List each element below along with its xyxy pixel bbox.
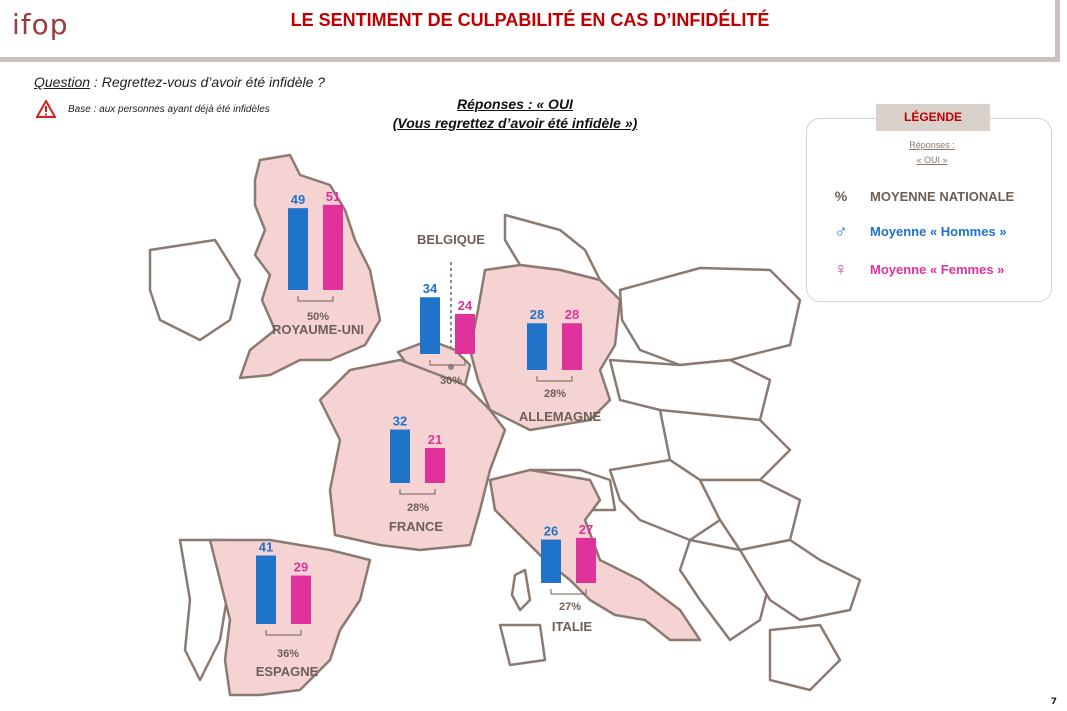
bar-women-italie — [576, 537, 596, 583]
country-label-espagne: ESPAGNE — [256, 664, 319, 679]
legend-row-men: ♂ Moyenne « Hommes » — [826, 221, 1007, 242]
value-men-royaume-uni: 49 — [291, 192, 305, 207]
value-men-italie: 26 — [544, 524, 558, 539]
value-women-royaume-uni: 51 — [326, 189, 340, 204]
page-number: 7 — [1050, 697, 1057, 707]
bar-men-italie — [541, 539, 561, 583]
average-france: 28% — [407, 502, 429, 514]
bar-women-allemagne — [562, 323, 582, 370]
country-label-allemagne: ALLEMAGNE — [519, 409, 602, 424]
legend-box — [806, 118, 1052, 302]
bracket-royaume-uni — [297, 296, 334, 302]
uk-shape — [238, 153, 382, 380]
average-espagne: 36% — [277, 648, 299, 660]
bar-women-royaume-uni — [323, 204, 343, 290]
legend-women-label: Moyenne « Femmes » — [870, 262, 1005, 277]
percent-symbol: % — [834, 188, 848, 204]
average-allemagne: 28% — [544, 388, 566, 400]
base-note: Base : aux personnes ayant déjà été infi… — [36, 100, 270, 118]
warning-icon — [36, 100, 56, 118]
country-label-france: FRANCE — [389, 519, 443, 534]
answers-heading: Réponses : « OUI (Vous regrettez d’avoir… — [360, 95, 670, 133]
question-text: Question : Regrettez-vous d’avoir été in… — [34, 74, 325, 90]
header-bar: ifop LE SENTIMENT DE CULPABILITÉ EN CAS … — [0, 0, 1060, 62]
legend-title: LÉGENDE — [876, 104, 990, 131]
legend-men-label: Moyenne « Hommes » — [870, 224, 1007, 239]
legend-subtitle: Réponses : « OUI » — [880, 138, 984, 168]
answers-line-2: (Vous regrettez d’avoir été infidèle ») — [392, 115, 638, 131]
value-women-allemagne: 28 — [565, 307, 579, 322]
country-label-royaume-uni: ROYAUME-UNI — [272, 322, 364, 337]
country-label-belgique: BELGIQUE — [417, 232, 485, 247]
average-royaume-uni: 50% — [307, 311, 329, 323]
value-women-belgique: 24 — [458, 298, 473, 313]
bar-men-espagne — [256, 555, 276, 624]
average-belgique: 30% — [440, 375, 462, 387]
base-text: Base : aux personnes ayant déjà été infi… — [68, 103, 270, 115]
answers-line-1: Réponses : « OUI — [457, 96, 573, 112]
value-men-belgique: 34 — [423, 281, 438, 296]
average-italie: 27% — [559, 601, 581, 613]
bar-women-belgique — [455, 313, 475, 354]
value-women-italie: 27 — [579, 522, 593, 537]
value-women-france: 21 — [428, 432, 442, 447]
bar-chart-layer: 49 51 50%ROYAUME-UNI 34 24 30% BELGIQUE 28 28 28%… — [256, 189, 602, 679]
country-label-italie: ITALIE — [552, 619, 593, 634]
bar-men-belgique — [420, 297, 440, 354]
page-title: LE SENTIMENT DE CULPABILITÉ EN CAS D’INF… — [290, 10, 770, 30]
bracket-italie — [550, 589, 587, 595]
bar-men-france — [390, 429, 410, 483]
bracket-allemagne — [536, 376, 573, 382]
bar-men-royaume-uni — [288, 208, 308, 290]
question-prefix: Question — [34, 74, 91, 90]
question-body: : Regrettez-vous d’avoir été infidèle ? — [90, 74, 326, 90]
male-icon: ♂ — [834, 221, 848, 241]
ifop-logo: ifop — [12, 8, 69, 41]
value-men-espagne: 41 — [259, 540, 273, 555]
bracket-espagne — [265, 630, 302, 636]
bar-women-espagne — [291, 575, 311, 624]
female-icon: ♀ — [834, 259, 848, 279]
bracket-belgique — [429, 360, 466, 366]
bar-women-france — [425, 447, 445, 483]
bracket-france — [399, 489, 436, 495]
background-countries — [148, 213, 862, 692]
legend-row-women: ♀ Moyenne « Femmes » — [826, 259, 1004, 280]
value-women-espagne: 29 — [294, 560, 308, 575]
legend-subtitle-line-2: « OUI » — [916, 155, 948, 165]
value-men-france: 32 — [393, 414, 407, 429]
france-shape — [318, 358, 507, 552]
legend-row-average: % MOYENNE NATIONALE — [826, 188, 1014, 204]
spain-shape — [208, 538, 372, 697]
legend-subtitle-line-1: Réponses : — [909, 140, 955, 150]
value-men-allemagne: 28 — [530, 307, 544, 322]
bar-men-allemagne — [527, 323, 547, 370]
legend-average-label: MOYENNE NATIONALE — [870, 188, 1015, 204]
